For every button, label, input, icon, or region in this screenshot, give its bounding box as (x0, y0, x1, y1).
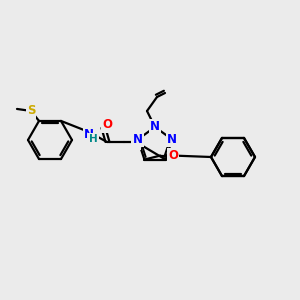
Text: O: O (168, 149, 178, 162)
Text: S: S (27, 104, 35, 117)
Text: N: N (133, 133, 143, 146)
Text: N: N (150, 121, 160, 134)
Text: N: N (167, 133, 177, 146)
Text: N: N (84, 128, 94, 140)
Text: S: S (132, 136, 140, 148)
Text: O: O (102, 118, 112, 131)
Text: H: H (88, 134, 98, 144)
